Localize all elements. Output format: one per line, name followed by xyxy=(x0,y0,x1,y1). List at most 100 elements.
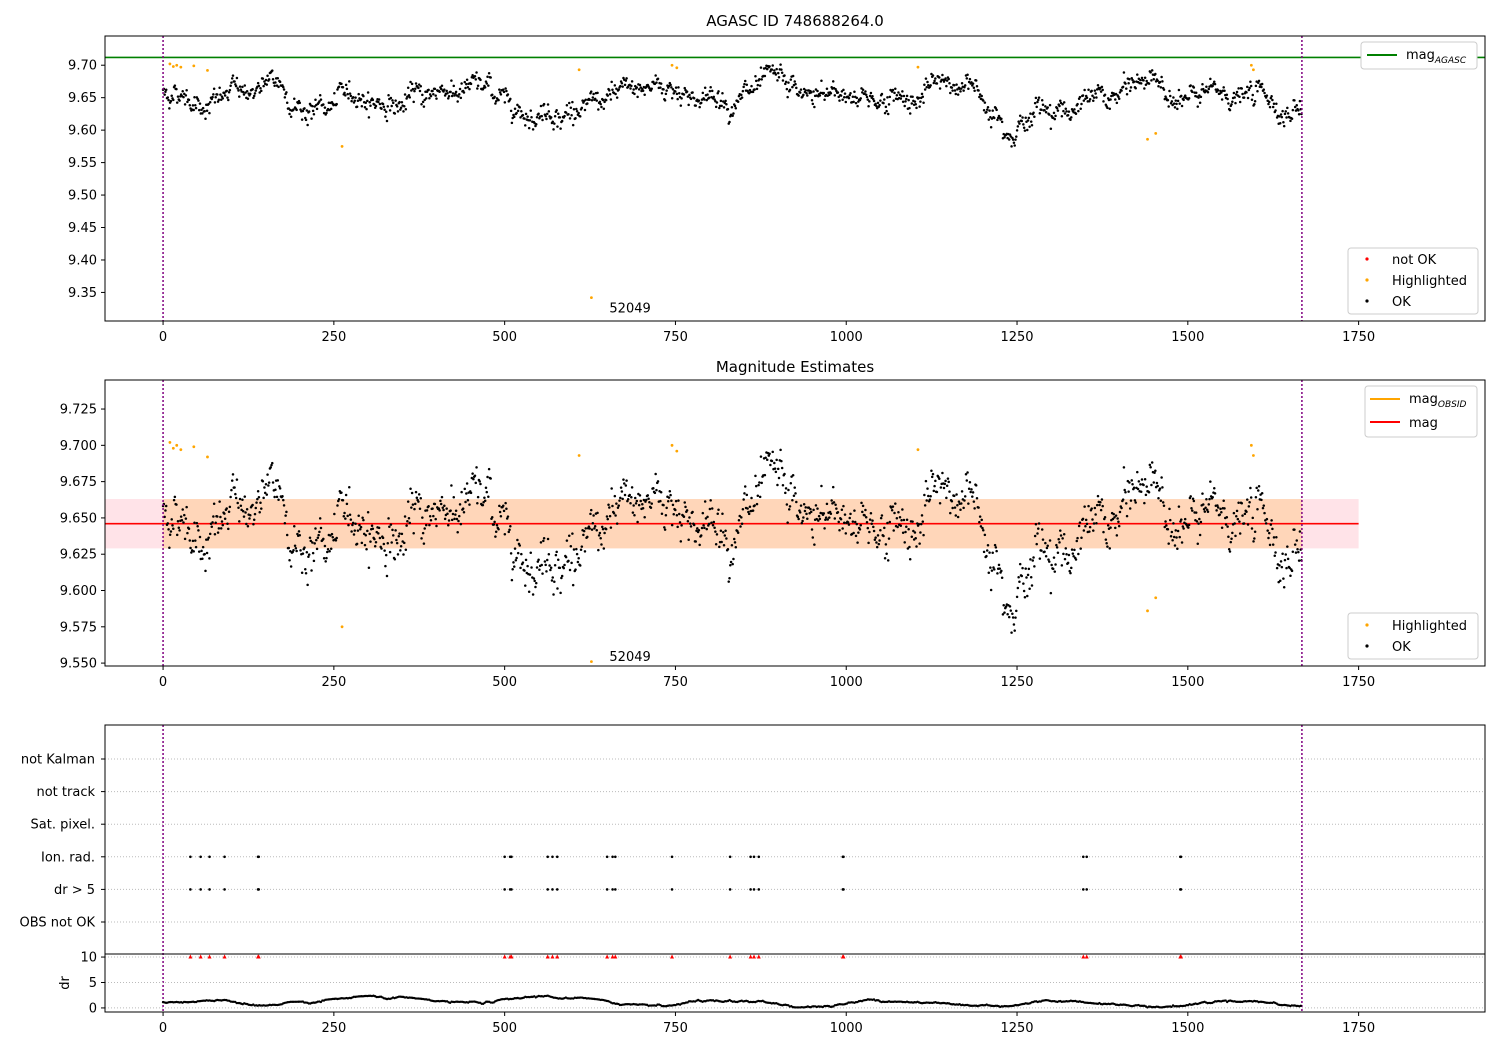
ok-point xyxy=(971,491,975,494)
ok-point xyxy=(498,504,501,508)
ok-point xyxy=(425,523,428,527)
ok-point xyxy=(238,497,242,501)
x-tick-label: 500 xyxy=(492,675,517,690)
ok-point xyxy=(489,76,492,79)
ok-point xyxy=(208,111,211,115)
ok-point xyxy=(393,112,397,115)
ok-point xyxy=(925,499,928,502)
ok-point xyxy=(325,111,328,115)
ok-point xyxy=(567,534,571,537)
x-tick-label: 250 xyxy=(321,1021,346,1036)
ok-point xyxy=(1198,533,1202,537)
ok-point xyxy=(506,93,510,96)
ok-point xyxy=(228,505,232,509)
ok-point xyxy=(702,524,705,527)
ok-point xyxy=(954,514,958,517)
ok-point xyxy=(873,538,877,542)
ok-point xyxy=(1198,517,1201,521)
ok-point xyxy=(1209,480,1212,483)
ok-point xyxy=(900,94,903,98)
ok-point xyxy=(242,515,246,518)
ok-point xyxy=(839,94,843,97)
dr-point xyxy=(1299,1004,1303,1008)
ok-point xyxy=(575,110,579,113)
ok-point xyxy=(238,520,241,523)
ok-point xyxy=(812,508,815,512)
ok-point xyxy=(978,515,982,518)
ok-point xyxy=(567,559,570,563)
ok-point xyxy=(1278,564,1281,567)
dr-clipped-marker xyxy=(1084,954,1089,959)
ok-point xyxy=(515,556,518,560)
ok-point xyxy=(608,514,612,518)
ok-point xyxy=(1278,115,1281,118)
highlighted-point xyxy=(577,454,581,457)
ok-point xyxy=(893,511,896,515)
ok-point xyxy=(774,73,778,76)
ok-point xyxy=(1247,505,1251,508)
ok-point xyxy=(878,103,881,107)
ok-point xyxy=(273,495,276,499)
ok-point xyxy=(563,114,566,118)
ok-point xyxy=(599,537,602,540)
ok-point xyxy=(486,475,489,479)
ok-point xyxy=(236,501,239,505)
ok-point xyxy=(650,502,653,505)
ok-point xyxy=(1187,523,1191,527)
ok-point xyxy=(1075,539,1079,543)
ok-point xyxy=(1181,525,1185,528)
ok-point xyxy=(345,502,349,506)
ok-point xyxy=(1029,576,1033,579)
ok-point xyxy=(319,98,323,101)
ok-point xyxy=(672,92,675,95)
ok-point xyxy=(364,101,368,105)
ok-point xyxy=(524,124,527,127)
panel-2-legend-hline: magOBSID mag xyxy=(1364,385,1478,438)
ok-point xyxy=(168,533,172,537)
ok-point xyxy=(1260,498,1263,502)
ok-point xyxy=(266,473,269,476)
ok-point xyxy=(641,507,645,510)
ok-point xyxy=(227,91,231,94)
ok-point xyxy=(1038,557,1042,560)
ok-point xyxy=(1093,89,1097,92)
ok-point xyxy=(487,84,490,87)
ok-point xyxy=(326,550,329,554)
ok-point xyxy=(362,518,365,522)
ok-point xyxy=(1290,117,1294,120)
ok-point xyxy=(355,105,359,108)
ok-point xyxy=(230,479,234,482)
ok-point xyxy=(987,571,991,575)
ok-point xyxy=(312,113,316,116)
ok-point xyxy=(733,104,737,108)
ok-point xyxy=(267,78,271,81)
ok-point xyxy=(1201,82,1204,86)
ok-point xyxy=(405,524,408,527)
ok-point xyxy=(1129,86,1133,89)
ok-point xyxy=(824,516,828,519)
ok-point xyxy=(930,475,934,479)
ok-point xyxy=(351,523,354,527)
ok-point xyxy=(1134,501,1137,504)
ok-point xyxy=(1149,71,1152,74)
ok-point xyxy=(1037,96,1041,99)
ok-point xyxy=(803,509,807,513)
ok-point xyxy=(230,488,233,492)
ok-point xyxy=(665,506,668,510)
ok-point xyxy=(255,501,258,504)
ok-point xyxy=(1092,96,1096,99)
ok-point xyxy=(1176,529,1180,533)
ok-point xyxy=(1205,508,1209,512)
ok-point xyxy=(590,528,594,531)
ok-point xyxy=(1293,105,1297,109)
ok-point xyxy=(512,561,515,564)
ok-point xyxy=(1069,571,1072,575)
ok-point xyxy=(1248,86,1251,90)
ok-point xyxy=(1189,495,1192,498)
ok-point xyxy=(181,90,184,93)
ok-point xyxy=(1225,515,1229,519)
ok-point xyxy=(485,82,489,85)
ok-point xyxy=(672,512,675,516)
ok-point xyxy=(540,114,543,118)
ok-point xyxy=(1072,555,1075,558)
